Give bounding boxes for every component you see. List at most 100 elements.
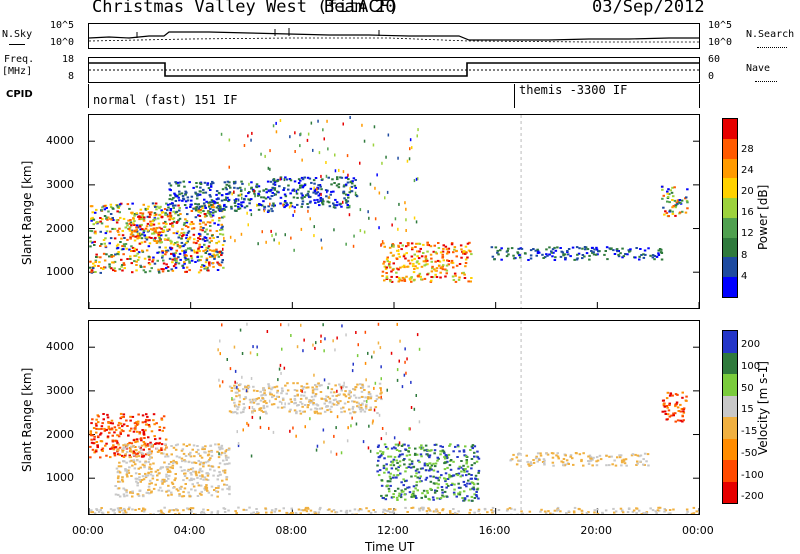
scatter-cell	[126, 443, 130, 446]
scatter-cell	[625, 464, 628, 467]
scatter-cell	[207, 464, 211, 467]
scatter-cell	[192, 207, 195, 210]
scatter-cell	[271, 191, 274, 194]
scatter-cell	[238, 394, 241, 397]
scatter-cell	[302, 386, 305, 389]
scatter-cell	[122, 415, 125, 418]
scatter-cell	[294, 131, 296, 135]
scatter-cell	[205, 488, 208, 491]
scatter-cell	[477, 497, 480, 500]
scatter-cell	[112, 261, 115, 264]
scatter-cell	[356, 405, 359, 408]
scatter-cell	[142, 229, 146, 232]
scatter-cell	[374, 186, 376, 190]
scatter-cell	[282, 189, 285, 191]
scatter-cell	[236, 187, 239, 190]
scatter-cell	[542, 257, 545, 259]
scatter-cell	[346, 439, 349, 443]
scatter-cell	[286, 512, 290, 514]
scatter-cell	[453, 483, 456, 486]
scatter-cell	[455, 264, 459, 267]
scatter-cell	[176, 221, 179, 223]
scatter-cell	[185, 266, 189, 269]
scatter-cell	[360, 508, 363, 511]
scatter-cell	[202, 508, 205, 511]
scatter-cell	[621, 460, 624, 463]
scatter-cell	[199, 228, 202, 231]
scatter-cell	[410, 380, 412, 384]
scatter-cell	[132, 459, 136, 462]
scatter-cell	[343, 381, 345, 385]
scatter-cell	[234, 391, 238, 394]
scatter-cell	[154, 205, 157, 208]
scatter-cell	[140, 237, 144, 240]
scatter-cell	[137, 508, 141, 510]
scatter-cell	[182, 180, 185, 183]
scatter-cell	[418, 242, 422, 245]
scatter-cell	[260, 394, 263, 397]
scatter-cell	[346, 204, 349, 206]
scatter-cell	[210, 494, 214, 497]
scatter-cell	[293, 409, 297, 412]
scatter-cell	[545, 248, 548, 251]
scatter-cell	[358, 396, 361, 399]
scatter-cell	[445, 264, 449, 267]
scatter-cell	[150, 211, 153, 214]
scatter-cell	[175, 257, 178, 260]
scatter-cell	[121, 234, 125, 237]
scatter-cell	[623, 462, 627, 465]
scatter-cell	[352, 177, 356, 180]
scatter-cell	[411, 265, 415, 268]
scatter-cell	[196, 251, 199, 254]
scatter-cell	[137, 235, 140, 238]
scatter-cell	[610, 455, 613, 458]
scatter-cell	[420, 480, 423, 483]
scatter-cell	[378, 456, 381, 459]
scatter-cell	[105, 454, 108, 457]
scatter-cell	[94, 230, 97, 233]
scatter-cell	[452, 279, 456, 281]
scatter-cell	[212, 200, 215, 203]
scatter-cell	[374, 381, 377, 385]
scatter-cell	[468, 511, 471, 514]
scatter-cell	[492, 510, 495, 513]
scatter-cell	[577, 507, 581, 510]
scatter-cell	[190, 257, 194, 260]
scatter-cell	[443, 468, 447, 471]
scatter-cell	[685, 196, 688, 199]
scatter-cell	[138, 431, 142, 434]
scatter-cell	[451, 275, 455, 278]
scatter-cell	[262, 200, 265, 203]
scatter-cell	[431, 276, 435, 279]
scatter-cell	[356, 383, 359, 386]
scatter-cell	[100, 425, 104, 428]
scatter-cell	[167, 477, 170, 480]
scatter-cell	[295, 513, 299, 514]
scatter-cell	[351, 513, 354, 514]
scatter-cell	[418, 347, 421, 351]
scatter-cell	[407, 242, 410, 245]
scatter-cell	[221, 447, 224, 450]
scatter-cell	[135, 480, 138, 483]
scatter-cell	[211, 203, 215, 206]
scatter-cell	[401, 385, 404, 389]
scatter-cell	[334, 511, 337, 514]
scatter-cell	[167, 206, 170, 209]
scatter-cell	[573, 506, 577, 509]
scatter-cell	[163, 448, 167, 451]
scatter-cell	[313, 411, 317, 414]
colorbar-segment	[723, 460, 737, 482]
scatter-cell	[287, 323, 290, 327]
scatter-cell	[251, 188, 255, 191]
scatter-cell	[252, 511, 255, 514]
scatter-cell	[395, 467, 398, 470]
scatter-cell	[95, 221, 99, 224]
scatter-cell	[264, 410, 267, 413]
scatter-cell	[217, 223, 220, 226]
colorbar-tick-label: 15	[741, 404, 754, 416]
scatter-cell	[244, 397, 248, 400]
scatter-cell	[443, 477, 446, 480]
scatter-cell	[185, 242, 188, 244]
scatter-cell	[343, 410, 346, 413]
scatter-cell	[275, 130, 278, 134]
